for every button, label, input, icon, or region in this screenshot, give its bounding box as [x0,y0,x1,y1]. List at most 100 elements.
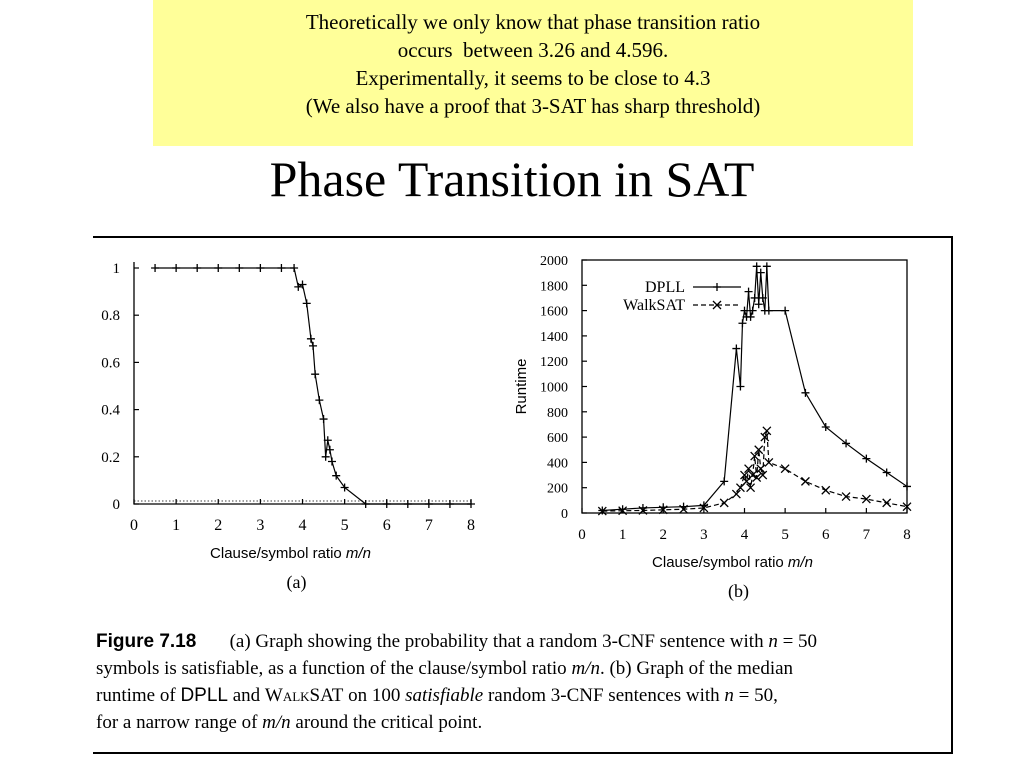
figure-charts: 0 1 2 3 4 5 6 7 8 0 0.2 0.4 0.6 0.8 1 Clause/symbol rat… [101,254,912,602]
data-point [781,306,790,315]
data-point [638,506,648,515]
data-point [332,471,341,480]
y-tick-label: 800 [547,406,568,421]
caption-line-1: Figure 7.18 (a) Graph showing the probab… [96,628,936,655]
data-point [235,264,244,272]
slide-title: Phase Transition in SAT [269,151,755,207]
data-point [746,312,755,321]
data-point [319,415,328,424]
data-point [842,439,851,448]
y-tick-label: 1200 [540,355,568,370]
y-tick-label: 200 [547,482,568,497]
data-point [764,457,774,467]
data-point [903,482,911,491]
x-axis-label: Clause/symbol ratio m/n [210,545,371,562]
data-point [902,502,912,512]
x-tick-label: 7 [863,527,871,543]
y-tick-label: 0 [561,507,568,522]
data-point [720,477,729,486]
y-tick-label: 1400 [540,330,568,345]
x-tick-label: 2 [660,527,668,543]
x-tick-label: 8 [467,517,475,534]
data-point [841,492,851,502]
data-point [744,287,753,296]
figure-caption: Figure 7.18 (a) Graph showing the probab… [96,628,936,736]
data-point [679,504,689,514]
data-point [862,454,871,463]
caption-math: m/n [262,712,291,733]
y-tick-label: 1 [113,261,121,277]
data-point [618,505,627,514]
data-point [719,498,729,508]
data-point [403,500,412,508]
data-point [821,485,831,495]
y-tick-label: 0.4 [101,403,120,419]
data-point [151,264,160,272]
data-point [302,299,311,308]
data-point [750,293,759,302]
x-tick-label: 1 [619,527,627,543]
y-tick-label: 0.2 [101,450,120,466]
data-point [325,445,334,454]
data-point [361,500,370,508]
data-point [756,464,766,474]
data-point [738,319,747,328]
data-point [861,494,871,504]
y-tick-label: 2000 [540,254,568,269]
x-tick-label: 8 [903,527,911,543]
data-point [315,396,324,405]
data-point [298,280,307,289]
data-point [306,334,315,343]
data-point [736,382,745,391]
data-point [754,300,763,309]
data-point [311,370,320,379]
data-point [658,505,668,515]
legend-marker [713,283,721,291]
data-point [800,476,810,486]
x-tick-label: 7 [425,517,433,534]
annotation-line-3: Experimentally, it seems to be close to … [355,66,711,90]
caption-line-2: symbols is satisfiable, as a function of… [96,655,936,682]
caption-text: on 100 [343,685,406,706]
chart-a: 0 1 2 3 4 5 6 7 8 0 0.2 0.4 0.6 0.8 1 Clause/symbol rat… [101,261,475,593]
x-axis-label: Clause/symbol ratio m/n [652,554,813,571]
data-point [754,445,764,455]
data-point [821,422,830,431]
x-tick-label: 4 [741,527,749,543]
data-point [752,262,761,271]
data-point [323,436,332,445]
x-tick-label: 0 [130,517,138,534]
caption-text: around the critical point. [290,712,483,733]
data-point [762,426,772,436]
caption-text: (a) Graph showing the probability that a… [229,631,769,652]
y-tick-label: 400 [547,456,568,471]
data-point [597,506,607,516]
data-point [780,464,790,474]
caption-text: symbols is satisfiable, as a function of… [96,658,572,679]
data-point [172,264,181,272]
data-point [764,306,773,315]
x-tick-label: 5 [781,527,789,543]
panel-label: (a) [287,572,307,593]
data-point [699,503,709,513]
caption-emphasis: satisfiable [405,685,484,706]
caption-text: = 50, [733,685,778,706]
legend-label: DPLL [645,279,685,296]
data-point [214,264,223,272]
caption-figure-label: Figure 7.18 [96,631,197,652]
data-point [467,500,475,508]
caption-dpll: DPLL [180,685,228,706]
caption-line-3: runtime of DPLL and WalkSAT on 100 satis… [96,682,936,709]
data-point [618,506,628,516]
data-point [290,264,299,272]
x-tick-label: 5 [341,517,349,534]
data-point [294,282,303,291]
data-point [327,457,336,466]
caption-text: for a narrow range of [96,712,263,733]
caption-math: n [768,631,778,652]
data-point [748,306,757,315]
annotation-line-1: Theoretically we only know that phase tr… [305,10,761,34]
data-point [760,432,770,442]
x-tick-label: 2 [214,517,222,534]
data-point [756,268,765,277]
